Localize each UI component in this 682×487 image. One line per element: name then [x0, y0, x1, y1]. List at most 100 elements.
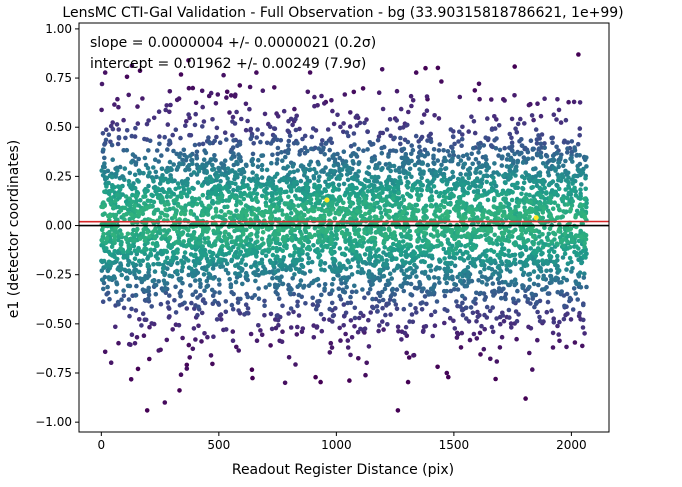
data-point	[225, 271, 231, 276]
data-point	[161, 189, 167, 195]
data-point	[232, 195, 238, 201]
data-point	[180, 280, 185, 286]
data-point	[305, 252, 310, 257]
data-point	[581, 248, 586, 254]
data-point	[278, 191, 283, 196]
data-point	[190, 185, 195, 191]
data-point	[563, 170, 568, 175]
scatter-points	[99, 52, 589, 413]
data-point	[565, 140, 571, 145]
data-point	[575, 141, 581, 147]
data-point	[166, 244, 171, 249]
data-point	[515, 121, 521, 127]
data-point	[125, 283, 131, 289]
data-point	[203, 163, 209, 168]
data-point	[400, 239, 406, 244]
data-point	[241, 169, 247, 175]
data-point	[408, 233, 413, 239]
data-point	[477, 144, 483, 150]
data-point	[380, 187, 386, 193]
data-point	[258, 139, 263, 145]
data-point	[164, 194, 170, 199]
data-point	[437, 168, 442, 174]
data-point	[281, 177, 286, 183]
data-point	[542, 141, 547, 146]
data-point	[155, 195, 161, 200]
data-point	[282, 380, 288, 386]
data-point	[130, 199, 135, 205]
data-point	[356, 315, 362, 321]
data-point	[205, 235, 211, 241]
data-point	[196, 168, 202, 174]
data-point	[409, 158, 414, 164]
data-point	[148, 252, 154, 258]
data-point	[371, 178, 377, 184]
data-point	[141, 227, 146, 232]
data-point	[210, 162, 215, 168]
data-point	[108, 275, 113, 281]
data-point	[129, 160, 134, 165]
data-point	[150, 278, 156, 284]
data-point	[471, 145, 476, 151]
data-point	[138, 198, 143, 203]
data-point	[130, 152, 136, 157]
data-point	[548, 274, 554, 279]
data-point	[320, 195, 326, 200]
data-point	[234, 208, 239, 213]
data-point	[102, 142, 107, 147]
data-point	[334, 202, 340, 207]
data-point	[376, 90, 382, 95]
data-point	[191, 170, 197, 175]
data-point	[423, 324, 429, 329]
data-point	[272, 209, 278, 214]
data-point	[265, 209, 270, 215]
data-point	[388, 252, 394, 257]
data-point	[425, 187, 430, 192]
data-point	[474, 336, 480, 341]
data-point	[494, 316, 499, 321]
data-point	[522, 196, 527, 201]
data-point	[150, 241, 156, 246]
data-point	[577, 310, 582, 316]
data-point	[157, 141, 162, 147]
data-point	[546, 172, 552, 178]
data-point	[441, 148, 446, 153]
data-point	[311, 216, 317, 222]
data-point	[353, 152, 359, 157]
data-point	[507, 315, 512, 320]
data-point	[288, 116, 294, 122]
data-point	[119, 266, 124, 272]
data-point	[115, 96, 120, 102]
data-point	[239, 216, 244, 221]
data-point	[104, 127, 109, 132]
data-point	[167, 159, 173, 165]
data-point	[517, 217, 522, 222]
data-point	[351, 131, 357, 136]
data-point	[439, 79, 444, 84]
data-point	[582, 271, 587, 277]
data-point	[484, 304, 490, 310]
data-point	[275, 157, 280, 162]
data-point	[288, 325, 294, 330]
data-point	[532, 197, 538, 203]
data-point	[286, 138, 292, 144]
data-point	[403, 175, 409, 180]
data-point	[136, 179, 141, 184]
data-point	[408, 194, 414, 199]
data-point	[358, 310, 364, 316]
data-point	[267, 183, 273, 188]
data-point	[391, 241, 396, 247]
data-point	[333, 306, 338, 311]
data-point	[458, 182, 464, 188]
data-point	[411, 268, 417, 274]
data-point	[383, 262, 389, 268]
data-point	[206, 135, 211, 140]
data-point	[109, 188, 114, 193]
data-point	[157, 181, 163, 186]
data-point	[255, 157, 261, 163]
data-point	[302, 170, 308, 175]
data-point	[187, 355, 192, 360]
data-point	[115, 168, 120, 173]
data-point	[231, 187, 236, 193]
data-point	[473, 184, 479, 189]
